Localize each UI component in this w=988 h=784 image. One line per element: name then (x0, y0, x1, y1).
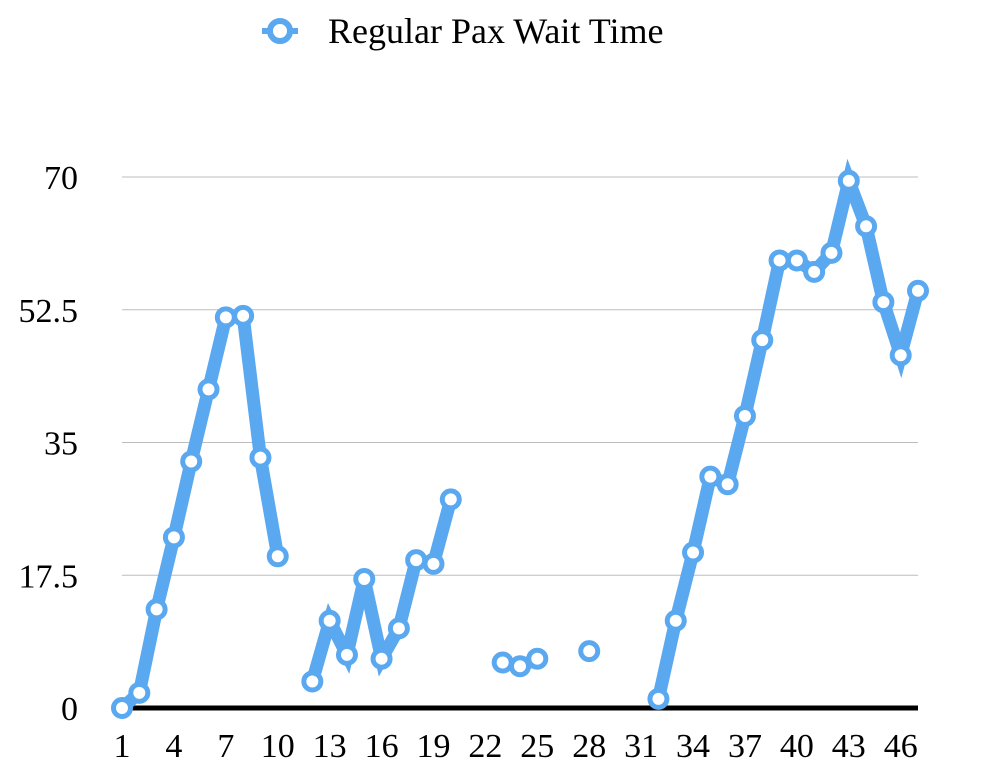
y-axis-ticks: 0 17.5 35 52.5 70 (19, 160, 79, 728)
data-point (716, 473, 739, 496)
series-line (117, 308, 285, 713)
data-point (266, 545, 289, 568)
x-tick-label: 40 (780, 728, 814, 765)
x-tick-label: 1 (114, 728, 131, 765)
data-point (318, 609, 341, 632)
x-tick-label: 10 (261, 728, 295, 765)
x-tick-label: 16 (365, 728, 399, 765)
series-points (111, 169, 929, 719)
data-point (387, 617, 410, 640)
data-point (422, 552, 445, 575)
y-tick-label: 0 (61, 691, 78, 728)
y-tick-label: 70 (44, 160, 78, 197)
data-point (907, 279, 929, 302)
y-tick-label: 35 (44, 426, 78, 463)
data-point (214, 306, 237, 329)
x-tick-label: 19 (416, 728, 450, 765)
data-point (682, 541, 705, 564)
data-point (162, 526, 185, 549)
data-point (751, 329, 774, 352)
data-point (232, 304, 255, 327)
data-point (803, 260, 826, 283)
x-tick-label: 22 (468, 728, 502, 765)
data-point (664, 609, 687, 632)
x-tick-label: 4 (165, 728, 182, 765)
data-point (855, 215, 878, 238)
data-point (872, 291, 895, 314)
y-tick-label: 52.5 (19, 293, 79, 330)
x-tick-label: 34 (676, 728, 710, 765)
data-point (301, 670, 324, 693)
data-point (439, 488, 462, 511)
data-point (197, 378, 220, 401)
y-tick-label: 17.5 (19, 558, 79, 595)
legend: Regular Pax Wait Time (262, 11, 663, 51)
data-point (128, 681, 151, 704)
data-point (145, 598, 168, 621)
x-tick-label: 25 (520, 728, 554, 765)
data-point (733, 404, 756, 427)
x-tick-label: 13 (313, 728, 347, 765)
data-point (509, 655, 531, 678)
data-point (249, 446, 272, 469)
x-tick-label: 31 (624, 728, 658, 765)
legend-marker-icon (267, 18, 293, 44)
data-point (699, 465, 722, 488)
data-point (111, 697, 133, 719)
data-point (578, 640, 601, 663)
x-axis-ticks: 1 4 7 10 13 16 19 22 25 28 31 34 37 40 43 46 (114, 728, 918, 765)
data-point (180, 450, 203, 473)
legend-label: Regular Pax Wait Time (328, 11, 663, 51)
x-tick-label: 46 (884, 728, 918, 765)
x-tick-label: 7 (217, 728, 234, 765)
data-point (647, 687, 670, 710)
data-point (405, 549, 428, 572)
data-point (889, 344, 912, 367)
data-point (335, 643, 358, 666)
data-point (837, 169, 860, 192)
data-point (768, 249, 791, 272)
x-tick-label: 43 (832, 728, 866, 765)
x-tick-label: 28 (572, 728, 606, 765)
data-point (820, 241, 843, 264)
data-point (491, 651, 514, 674)
data-point (785, 249, 808, 272)
data-point (370, 647, 393, 670)
data-point (353, 568, 376, 591)
x-tick-label: 37 (728, 728, 762, 765)
data-point (526, 647, 549, 670)
grid-lines (122, 176, 918, 576)
